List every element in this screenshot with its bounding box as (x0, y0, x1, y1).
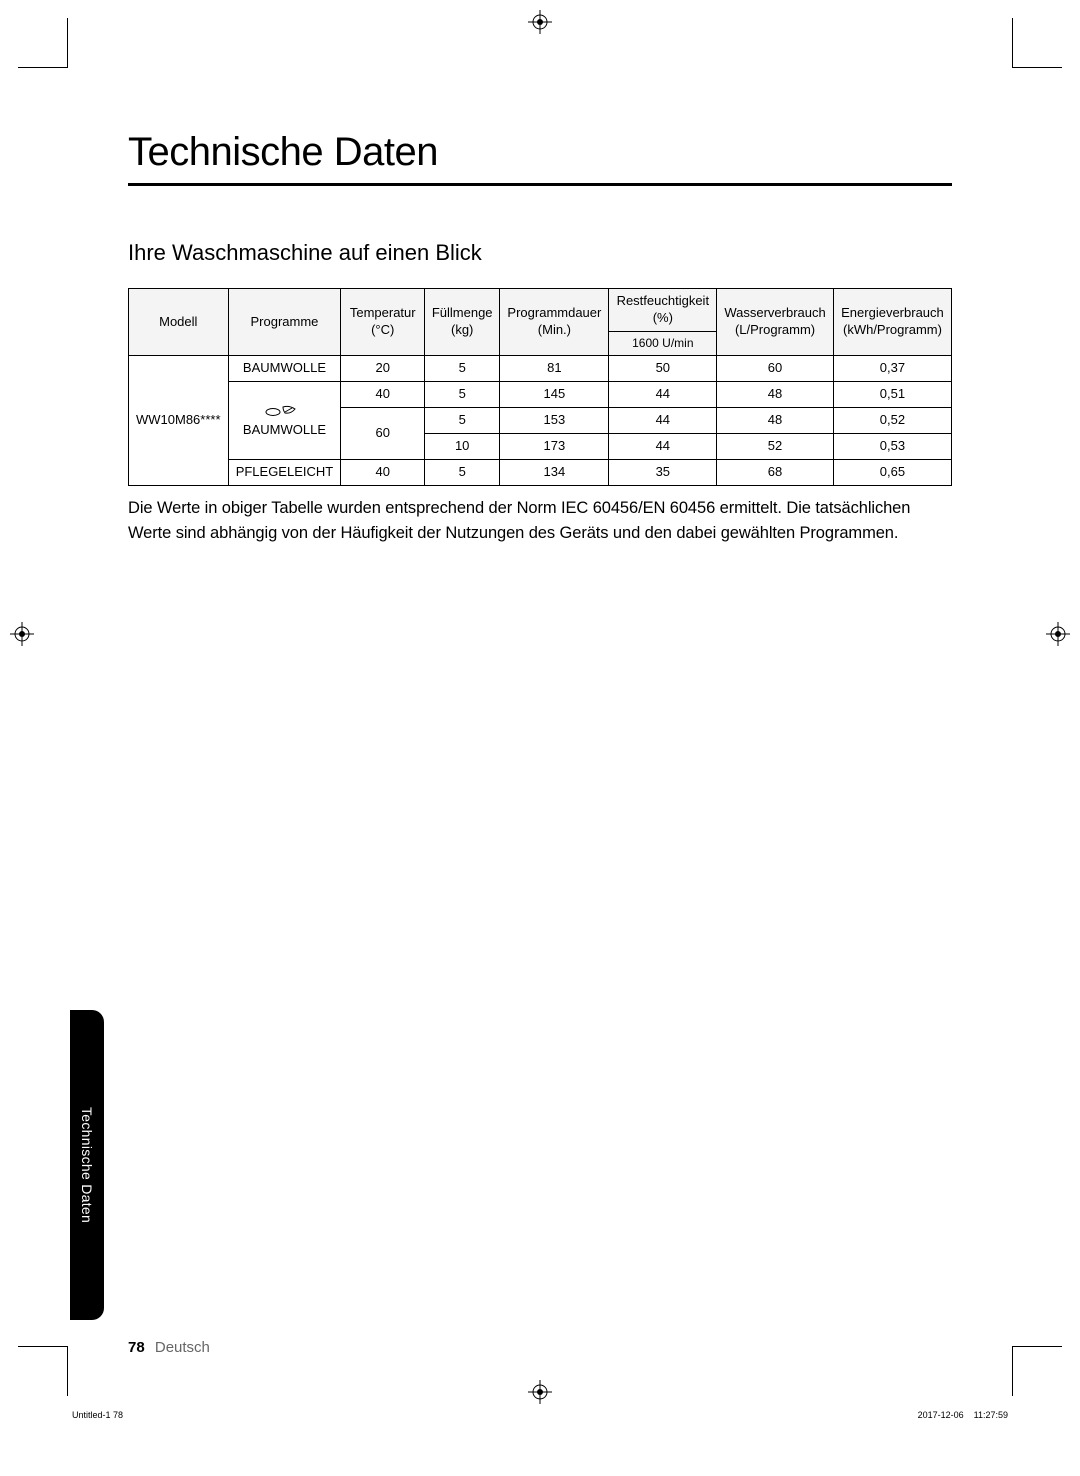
th-moisture: Restfeuchtigkeit (%) (609, 289, 717, 332)
cell-load: 10 (425, 434, 500, 460)
cell-program-eco: BAUMWOLLE (228, 382, 341, 460)
crop-mark (1012, 1346, 1062, 1396)
th-moisture-sub: 1600 U/min (609, 331, 717, 356)
cell-water: 60 (717, 356, 834, 382)
cell-load: 5 (425, 408, 500, 434)
cell-water: 48 (717, 408, 834, 434)
cell-load: 5 (425, 356, 500, 382)
page-language: Deutsch (155, 1339, 210, 1356)
cell-program: BAUMWOLLE (228, 356, 341, 382)
cell-temp: 20 (341, 356, 425, 382)
print-footer: Untitled-1 78 2017-12-06 11:27:59 (72, 1410, 1008, 1420)
page-footer: 78 Deutsch (128, 1339, 210, 1356)
section-subtitle: Ihre Waschmaschine auf einen Blick (128, 240, 952, 266)
table-row: PFLEGELEICHT 40 5 134 35 68 0,65 (129, 459, 952, 485)
crop-mark (18, 1346, 68, 1396)
print-footer-right: 2017-12-06 11:27:59 (918, 1410, 1008, 1420)
cell-moisture: 44 (609, 408, 717, 434)
cell-duration: 145 (500, 382, 609, 408)
eco-icon (265, 403, 299, 422)
cell-moisture: 35 (609, 459, 717, 485)
specs-table: Modell Programme Temperatur (°C) Füllmen… (128, 288, 952, 486)
cell-energy: 0,52 (833, 408, 951, 434)
cell-load: 5 (425, 382, 500, 408)
th-energy: Energieverbrauch (kWh/Programm) (833, 289, 951, 356)
cell-moisture: 44 (609, 382, 717, 408)
th-duration: Programmdauer (Min.) (500, 289, 609, 356)
page-number: 78 (128, 1339, 145, 1356)
th-load: Füllmenge (kg) (425, 289, 500, 356)
th-model: Modell (129, 289, 229, 356)
cell-water: 48 (717, 382, 834, 408)
cell-moisture: 44 (609, 434, 717, 460)
section-side-tab: Technische Daten (70, 1010, 104, 1320)
registration-mark-icon (10, 622, 34, 646)
cell-energy: 0,53 (833, 434, 951, 460)
crop-mark (18, 18, 68, 68)
cell-program-eco-text: BAUMWOLLE (243, 422, 326, 437)
side-tab-label: Technische Daten (79, 1107, 95, 1223)
table-row: BAUMWOLLE 40 5 145 44 48 0,51 (129, 382, 952, 408)
crop-mark (1012, 18, 1062, 68)
registration-mark-icon (1046, 622, 1070, 646)
cell-model: WW10M86**** (129, 356, 229, 485)
cell-temp: 40 (341, 459, 425, 485)
table-row: WW10M86**** BAUMWOLLE 20 5 81 50 60 0,37 (129, 356, 952, 382)
page-content: Technische Daten Ihre Waschmaschine auf … (70, 70, 1010, 1376)
registration-mark-icon (528, 10, 552, 34)
cell-water: 52 (717, 434, 834, 460)
cell-temp: 40 (341, 382, 425, 408)
cell-duration: 81 (500, 356, 609, 382)
th-water: Wasserverbrauch (L/Programm) (717, 289, 834, 356)
cell-water: 68 (717, 459, 834, 485)
cell-load: 5 (425, 459, 500, 485)
print-footer-left: Untitled-1 78 (72, 1410, 123, 1420)
cell-energy: 0,37 (833, 356, 951, 382)
cell-duration: 173 (500, 434, 609, 460)
cell-program: PFLEGELEICHT (228, 459, 341, 485)
cell-duration: 134 (500, 459, 609, 485)
cell-energy: 0,51 (833, 382, 951, 408)
th-temperature: Temperatur (°C) (341, 289, 425, 356)
cell-temp: 60 (341, 408, 425, 460)
th-programs: Programme (228, 289, 341, 356)
cell-energy: 0,65 (833, 459, 951, 485)
cell-duration: 153 (500, 408, 609, 434)
page-title: Technische Daten (128, 130, 952, 186)
table-note: Die Werte in obiger Tabelle wurden entsp… (128, 496, 952, 546)
registration-mark-icon (528, 1380, 552, 1404)
cell-moisture: 50 (609, 356, 717, 382)
